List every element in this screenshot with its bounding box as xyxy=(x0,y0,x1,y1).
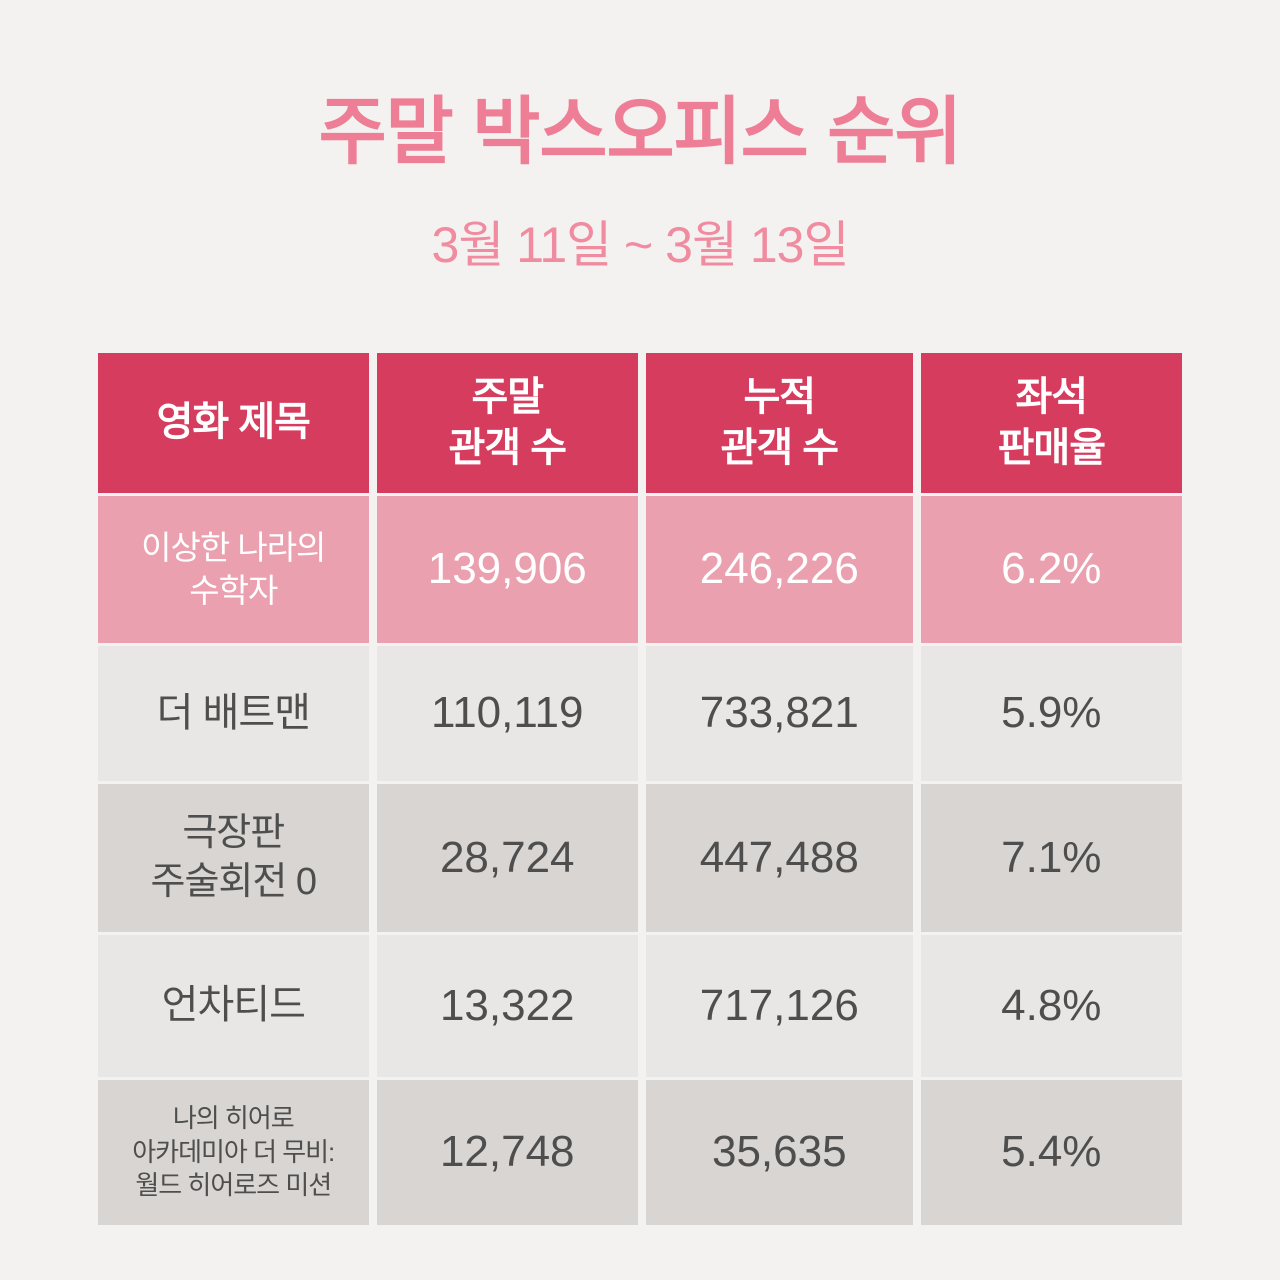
column-header-seat-sales-rate: 좌석 판매율 xyxy=(920,353,1182,493)
cumulative-count-cell: 246,226 xyxy=(645,496,913,643)
cumulative-count-cell: 35,635 xyxy=(645,1080,913,1225)
weekend-count-cell: 28,724 xyxy=(376,784,638,932)
seat-rate-cell: 7.1% xyxy=(920,784,1182,932)
column-header-cumulative-audience: 누적 관객 수 xyxy=(645,353,913,493)
movie-title-cell: 극장판 주술회전 0 xyxy=(98,784,369,932)
cumulative-count-cell: 733,821 xyxy=(645,646,913,781)
seat-rate-cell: 4.8% xyxy=(920,935,1182,1077)
movie-title-cell: 더 배트맨 xyxy=(98,646,369,781)
box-office-table: 영화 제목 주말 관객 수 누적 관객 수 좌석 판매율 이상한 나라의 수학자… xyxy=(98,353,1182,1225)
seat-rate-cell: 5.9% xyxy=(920,646,1182,781)
movie-title-cell: 이상한 나라의 수학자 xyxy=(98,496,369,643)
weekend-count-cell: 12,748 xyxy=(376,1080,638,1225)
page-title: 주말 박스오피스 순위 xyxy=(318,90,963,173)
column-header-movie-title: 영화 제목 xyxy=(98,353,369,493)
cumulative-count-cell: 717,126 xyxy=(645,935,913,1077)
weekend-count-cell: 110,119 xyxy=(376,646,638,781)
movie-title-cell: 언차티드 xyxy=(98,935,369,1077)
cumulative-count-cell: 447,488 xyxy=(645,784,913,932)
seat-rate-cell: 6.2% xyxy=(920,496,1182,643)
seat-rate-cell: 5.4% xyxy=(920,1080,1182,1225)
weekend-count-cell: 13,322 xyxy=(376,935,638,1077)
column-header-weekend-audience: 주말 관객 수 xyxy=(376,353,638,493)
weekend-count-cell: 139,906 xyxy=(376,496,638,643)
movie-title-cell: 나의 히어로 아카데미아 더 무비: 월드 히어로즈 미션 xyxy=(98,1080,369,1225)
date-range-subtitle: 3월 11일 ~ 3월 13일 xyxy=(431,217,850,273)
